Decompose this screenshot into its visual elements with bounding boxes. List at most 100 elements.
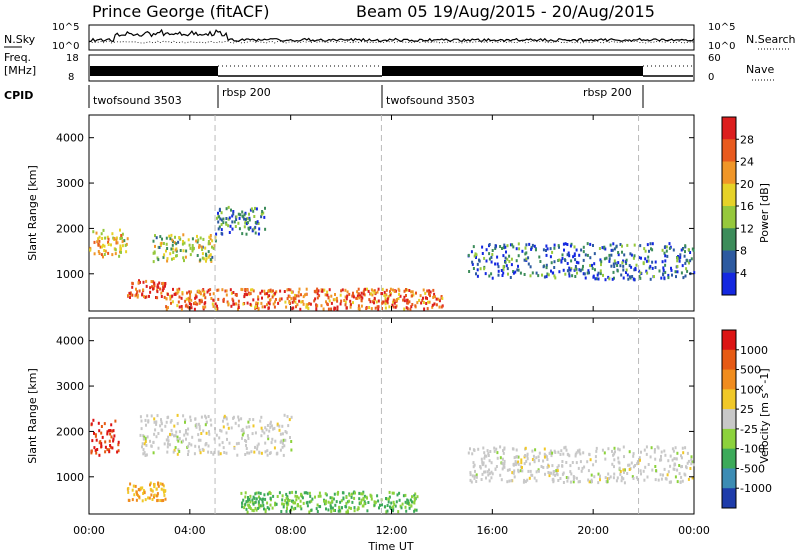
data-cell xyxy=(267,306,270,310)
data-cell xyxy=(524,454,527,457)
data-cell xyxy=(614,261,617,265)
data-cell xyxy=(339,293,342,297)
data-cell xyxy=(501,457,504,461)
data-cell xyxy=(480,457,483,461)
data-cell xyxy=(236,453,239,457)
data-cell xyxy=(264,450,267,454)
data-cell xyxy=(472,267,475,270)
data-cell xyxy=(578,253,581,257)
data-cell xyxy=(184,431,187,435)
data-cell xyxy=(645,259,648,263)
data-cell xyxy=(587,478,590,482)
data-cell xyxy=(265,428,268,432)
data-cell xyxy=(166,259,169,263)
data-cell xyxy=(264,508,267,512)
data-cell xyxy=(117,440,120,444)
data-cell xyxy=(171,294,174,298)
data-cell xyxy=(422,301,425,304)
data-cell xyxy=(209,418,212,422)
data-cell xyxy=(348,493,351,497)
data-cell xyxy=(575,267,578,271)
data-cell xyxy=(176,304,179,308)
data-cell xyxy=(408,506,411,510)
data-cell xyxy=(625,262,628,265)
data-cell xyxy=(506,244,509,248)
data-cell xyxy=(212,452,215,456)
data-cell xyxy=(524,480,527,484)
data-cell xyxy=(413,498,416,502)
data-cell xyxy=(178,287,181,291)
data-cell xyxy=(188,296,191,300)
data-cell xyxy=(298,299,301,303)
data-cell xyxy=(257,506,260,510)
data-cell xyxy=(487,454,490,457)
data-cell xyxy=(247,437,250,440)
data-cell xyxy=(243,506,246,510)
data-cell xyxy=(198,424,201,428)
data-cell xyxy=(547,273,550,277)
data-cell xyxy=(329,501,332,505)
data-cell xyxy=(248,425,251,429)
data-cell xyxy=(639,276,642,280)
data-cell xyxy=(535,470,538,474)
data-cell xyxy=(274,291,277,295)
data-cell xyxy=(542,265,545,269)
data-cell xyxy=(208,432,211,436)
data-cell xyxy=(193,302,195,306)
velocity-panel-frame xyxy=(88,317,695,515)
data-cell xyxy=(551,464,554,468)
data-cell xyxy=(537,274,540,278)
data-cell xyxy=(349,303,352,307)
data-cell xyxy=(169,294,172,298)
data-cell xyxy=(288,295,291,299)
data-cell xyxy=(405,509,408,513)
data-cell xyxy=(658,269,661,273)
data-cell xyxy=(142,437,145,441)
data-cell xyxy=(578,448,581,452)
data-cell xyxy=(693,271,696,275)
data-cell xyxy=(245,447,248,450)
data-cell xyxy=(527,256,530,260)
data-cell xyxy=(171,432,174,436)
data-cell xyxy=(480,478,483,481)
data-cell xyxy=(379,503,381,507)
data-cell xyxy=(512,471,515,475)
data-cell xyxy=(591,266,594,270)
data-cell xyxy=(680,465,683,469)
data-cell xyxy=(580,248,583,252)
data-cell xyxy=(357,506,360,510)
data-cell xyxy=(217,227,220,231)
data-cell xyxy=(146,414,149,418)
data-cell xyxy=(573,252,576,256)
freq-unit-label: [MHz] xyxy=(4,64,36,77)
data-cell xyxy=(508,479,511,483)
data-cell xyxy=(357,292,360,296)
noise-left-tick-top: 10^5 xyxy=(52,22,79,33)
data-cell xyxy=(422,296,424,300)
data-cell xyxy=(149,481,152,485)
data-cell xyxy=(622,445,625,449)
data-cell xyxy=(152,260,155,264)
data-cell xyxy=(574,275,577,278)
data-cell xyxy=(594,268,596,272)
data-cell xyxy=(323,288,326,292)
data-cell xyxy=(545,455,548,459)
data-cell xyxy=(576,271,578,275)
data-cell xyxy=(642,261,645,265)
data-cell xyxy=(220,228,223,232)
colorbar-tick-label: 24 xyxy=(740,156,754,169)
data-cell xyxy=(572,255,575,259)
data-cell xyxy=(281,502,284,506)
data-cell xyxy=(546,465,549,469)
data-cell xyxy=(488,257,491,261)
data-cell xyxy=(271,295,274,299)
colorbar-swatch xyxy=(722,161,736,185)
data-cell xyxy=(582,250,585,254)
data-cell xyxy=(187,453,189,456)
data-cell xyxy=(555,472,558,476)
data-cell xyxy=(510,257,513,261)
data-cell xyxy=(165,249,167,253)
data-cell xyxy=(268,507,271,511)
data-cell xyxy=(426,307,429,311)
data-cell xyxy=(143,442,146,446)
